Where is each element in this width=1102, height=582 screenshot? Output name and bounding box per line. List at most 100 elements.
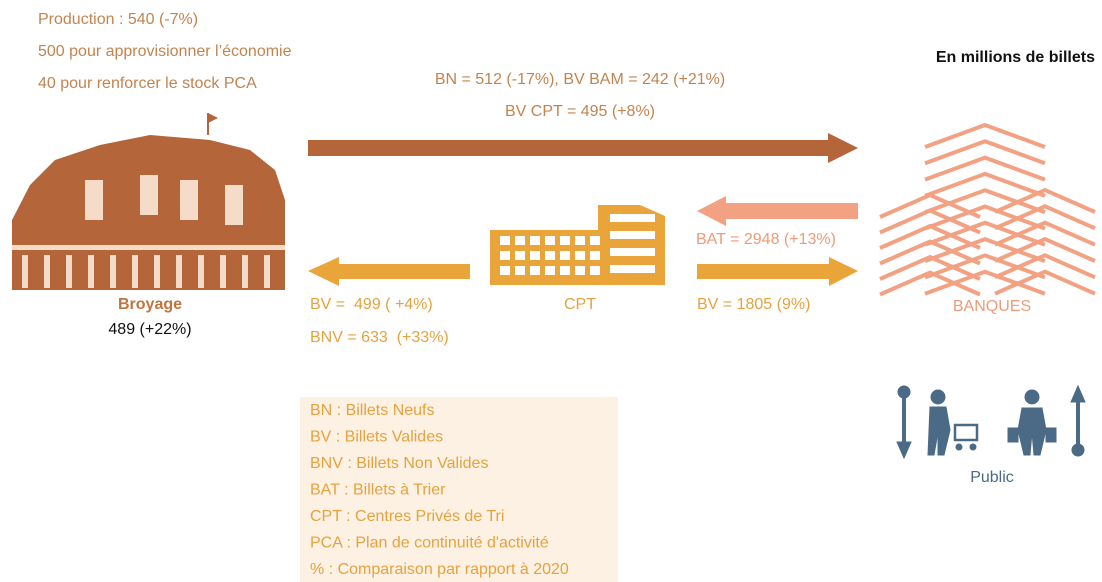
arrow-banks-cpt (697, 196, 858, 226)
column (44, 255, 50, 288)
legend-item: BAT : Billets à Trier (310, 482, 446, 499)
bam-building (12, 113, 285, 290)
legend-item: PCA : Plan de continuité d'activité (310, 535, 549, 552)
flow-label: BV CPT = 495 (+8%) (505, 103, 655, 120)
person-head (931, 390, 945, 404)
arrow-head (829, 257, 858, 286)
window (515, 266, 525, 275)
window (85, 180, 103, 220)
column (66, 255, 72, 288)
window (575, 236, 585, 245)
arrow-body (724, 203, 858, 219)
window (610, 248, 655, 256)
window (545, 266, 555, 275)
window (515, 251, 525, 260)
legend-item: BN : Billets Neufs (310, 402, 434, 419)
window (225, 185, 243, 225)
window (610, 214, 655, 222)
chevron (925, 239, 1045, 261)
arrow-body (697, 264, 831, 279)
dot (898, 386, 910, 398)
window (500, 251, 510, 260)
window (500, 236, 510, 245)
legend-item: BV : Billets Valides (310, 429, 443, 446)
chevron (925, 272, 1045, 294)
production-line: 40 pour renforcer le stock PCA (38, 75, 257, 92)
production-line: 500 pour approvisionner l’économie (38, 43, 292, 60)
flow-label: BN = 512 (-17%), BV BAM = 242 (+21%) (435, 71, 725, 88)
legend-item: BNV : Billets Non Valides (310, 455, 488, 472)
cart-wheel (956, 444, 962, 450)
flow-label: BV = 499 ( +4%) (310, 296, 433, 313)
window (530, 236, 540, 245)
arrow-head (1071, 386, 1085, 402)
arrow-head (308, 257, 339, 286)
window (515, 236, 525, 245)
flag (208, 113, 218, 123)
column (154, 255, 160, 288)
window (545, 251, 555, 260)
unit-note: En millions de billets (936, 49, 1095, 66)
cornice (12, 245, 285, 250)
column (22, 255, 28, 288)
person-body (1018, 408, 1046, 455)
flow-label: BAT = 2948 (+13%) (696, 231, 836, 248)
column (264, 255, 270, 288)
public-icon (897, 386, 1085, 458)
banks-icon (880, 125, 1095, 295)
person-body (928, 407, 950, 455)
window (575, 251, 585, 260)
legend-item: % : Comparaison par rapport à 2020 (310, 561, 569, 578)
column (198, 255, 204, 288)
column (220, 255, 226, 288)
window (530, 251, 540, 260)
node-label: Public (970, 469, 1014, 486)
node-value: 489 (+22%) (108, 321, 191, 338)
window (140, 175, 158, 215)
bag (1008, 428, 1018, 442)
diagram: Production : 540 (-7%) 500 pour approvis… (0, 0, 1102, 582)
window (500, 266, 510, 275)
window (590, 266, 600, 275)
bag (1046, 428, 1056, 442)
window (590, 251, 600, 260)
window (545, 236, 555, 245)
cpt-building (490, 205, 665, 285)
chevron (925, 174, 1045, 196)
window (530, 266, 540, 275)
window (590, 236, 600, 245)
window (560, 266, 570, 275)
arrow-body (337, 264, 470, 279)
column (242, 255, 248, 288)
column (176, 255, 182, 288)
arrow-head (897, 442, 911, 458)
flow-label: BNV = 633 (+33%) (310, 329, 449, 346)
window (575, 266, 585, 275)
arrow-head (828, 133, 858, 163)
arrow-cpt-banks (697, 257, 858, 286)
production-line: Production : 540 (-7%) (38, 11, 198, 28)
node-label: Broyage (118, 296, 182, 313)
cart (955, 425, 977, 440)
arrow-head (697, 196, 726, 226)
flow-label: BV = 1805 (9%) (697, 296, 810, 313)
chevron (925, 141, 1045, 163)
arrow-cpt-bam (308, 257, 470, 286)
node-label: CPT (564, 296, 596, 313)
chevron (925, 158, 1045, 180)
chevron (925, 125, 1045, 147)
dot (1072, 444, 1084, 456)
cart-wheel (970, 444, 976, 450)
window (610, 265, 655, 273)
window (560, 251, 570, 260)
legend-item: CPT : Centres Privés de Tri (310, 508, 504, 525)
chevron (925, 255, 1045, 277)
column (110, 255, 116, 288)
column (132, 255, 138, 288)
arrow-bam-banks (308, 133, 858, 163)
node-label: BANQUES (953, 298, 1031, 315)
window (560, 236, 570, 245)
column (88, 255, 94, 288)
person-head (1025, 390, 1039, 404)
window (180, 180, 198, 220)
